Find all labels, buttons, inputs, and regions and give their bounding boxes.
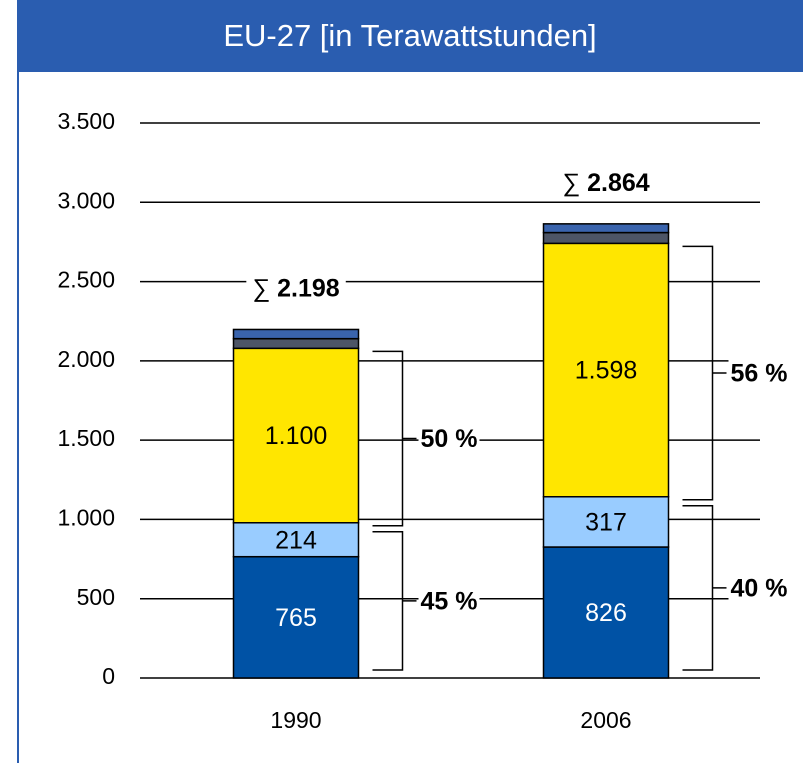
bar-segment [542,496,670,548]
y-tick-label: 500 [77,584,115,610]
bar-segment [232,328,360,340]
y-tick-label: 2.000 [57,346,115,372]
total-label: ∑ 2.198 [252,274,339,302]
bracket [682,505,727,671]
bar-segment [542,223,670,234]
bar-segment [542,242,670,498]
label-background [418,587,480,616]
y-tick-label: 3.000 [57,187,115,213]
bar-segment [232,555,360,679]
data-label: 317 [585,508,627,536]
bracket [372,350,417,527]
x-tick-label: 2006 [580,707,631,733]
bar-segment [542,231,670,245]
share-label: 50 % [421,425,478,453]
label-background [246,274,346,303]
bar-segment [232,337,360,350]
total-value: 2.198 [277,274,340,302]
y-tick-label: 0 [102,663,115,689]
y-tick-label: 3.500 [57,108,115,134]
label-background [728,359,790,388]
data-label: 1.100 [265,422,328,450]
bracket [372,531,417,671]
share-label: 45 % [421,587,478,615]
data-label: 1.598 [575,357,638,385]
data-label: 765 [275,604,317,632]
label-background [728,574,790,603]
title-bar [17,0,803,72]
total-label: ∑ 2.864 [562,168,649,196]
share-label: 56 % [731,360,788,388]
y-tick-label: 2.500 [57,267,115,293]
y-tick-label: 1.500 [57,425,115,451]
x-tick-label: 1990 [270,707,321,733]
total-prefix: ∑ [562,168,580,196]
y-tick-label: 1.000 [57,505,115,531]
share-label: 40 % [731,574,788,602]
data-label: 826 [585,599,627,627]
label-background [418,425,480,454]
total-value: 2.864 [587,168,650,196]
bracket [682,245,727,501]
data-label: 214 [275,526,317,554]
total-prefix: ∑ [252,274,270,302]
label-background [556,168,656,197]
chart-title: EU-27 [in Terawattstunden] [223,18,596,53]
